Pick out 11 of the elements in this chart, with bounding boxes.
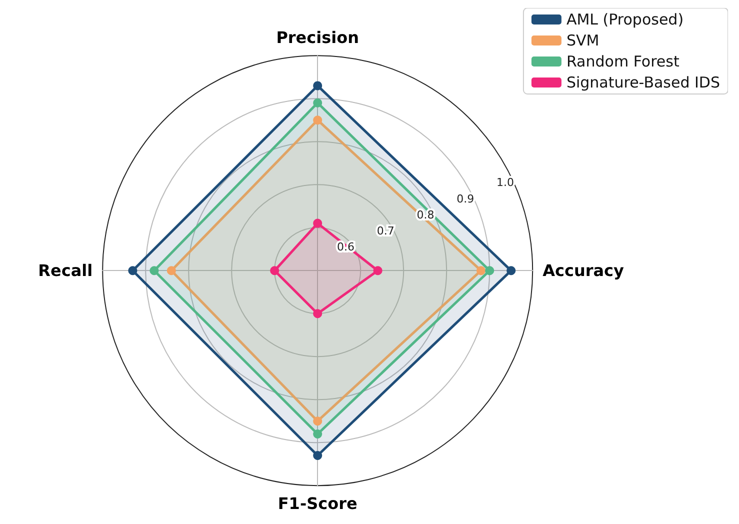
legend-label: Random Forest <box>566 52 680 70</box>
legend-label: AML (Proposed) <box>566 10 684 28</box>
legend-label: Signature-Based IDS <box>566 74 720 92</box>
y-tick-label: 0.9 <box>456 192 474 206</box>
spoke-label: Recall <box>38 261 93 280</box>
spoke-label: Accuracy <box>542 261 625 280</box>
spoke-label: Precision <box>276 28 360 48</box>
y-tick-label: 0.7 <box>376 224 394 238</box>
legend-label: SVM <box>566 32 600 50</box>
y-tick-label: 1.0 <box>496 176 514 190</box>
spoke-label: F1-Score <box>278 494 358 514</box>
